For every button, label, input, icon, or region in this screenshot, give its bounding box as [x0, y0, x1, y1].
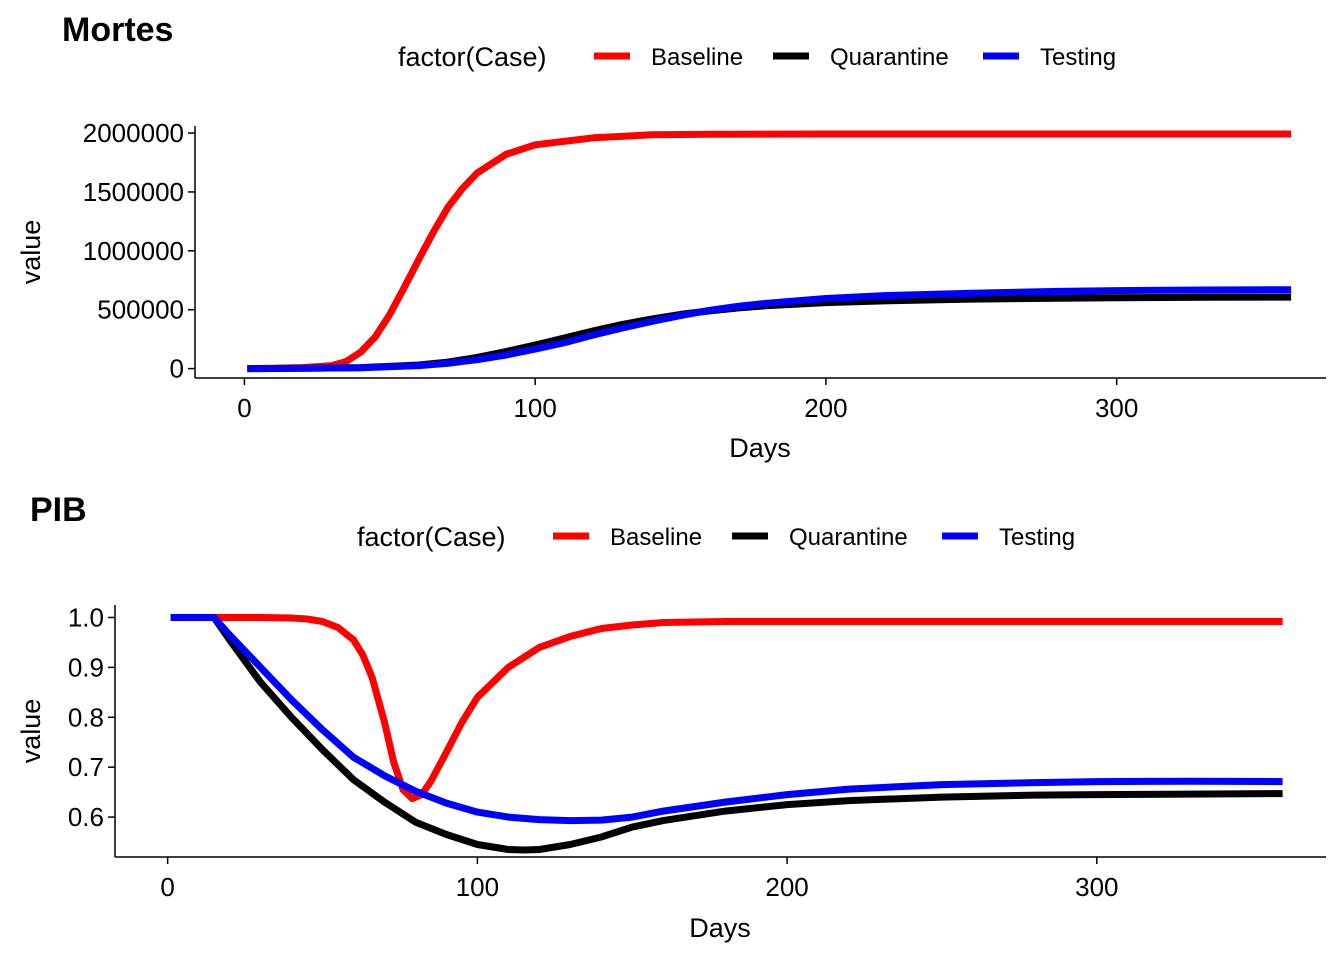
x-axis-label-pib: Days	[689, 913, 751, 943]
series-line-baseline-mortes	[247, 130, 1292, 373]
y-tick-label: 2000000	[83, 118, 184, 148]
y-axis-label-pib: value	[16, 699, 46, 764]
y-tick-label: 0.7	[68, 752, 104, 782]
x-axis-label-mortes: Days	[729, 433, 791, 463]
y-tick-label: 1500000	[83, 177, 184, 207]
legend-pib: factor(Case) Baseline Quarantine Testing	[357, 522, 1075, 552]
panel-mortes: Mortes factor(Case) Baseline Quarantine …	[16, 11, 1326, 463]
series-line-quarantine-pib	[170, 614, 1283, 854]
series-line-baseline-pib	[170, 614, 1283, 803]
y-tick-label: 0.6	[68, 802, 104, 832]
legend-title-pib: factor(Case)	[357, 522, 506, 552]
x-tick-label: 200	[765, 872, 808, 902]
y-tick-label: 500000	[97, 295, 184, 325]
chart-title-mortes: Mortes	[62, 11, 173, 49]
series-line-testing-pib	[170, 614, 1283, 825]
x-tick-label: 300	[1095, 393, 1138, 423]
x-tick-label: 100	[456, 872, 499, 902]
x-tick-label: 200	[804, 393, 847, 423]
chart-title-pib: PIB	[30, 491, 87, 529]
legend-label-baseline: Baseline	[610, 524, 702, 551]
y-axis-label-mortes: value	[16, 220, 46, 285]
ticks-pib: 0 100 200 300 0.6 0.7 0.8 0.9 1.0	[68, 602, 1119, 902]
series-mortes	[247, 130, 1292, 373]
legend-title-mortes: factor(Case)	[398, 42, 547, 72]
legend-label-baseline: Baseline	[651, 44, 743, 71]
y-tick-label: 1.0	[68, 602, 104, 632]
legend-label-quarantine: Quarantine	[830, 44, 949, 71]
y-tick-label: 1000000	[83, 236, 184, 266]
ticks-mortes: 0 100 200 300 0 500000 1000000 1500000 2000000	[83, 118, 1139, 423]
legend-mortes: factor(Case) Baseline Quarantine Testing	[398, 42, 1116, 72]
legend-label-testing: Testing	[999, 524, 1075, 551]
x-tick-label: 0	[160, 872, 174, 902]
y-tick-label: 0.8	[68, 702, 104, 732]
x-tick-label: 100	[513, 393, 556, 423]
y-tick-label: 0.9	[68, 652, 104, 682]
series-line-testing-mortes	[247, 286, 1292, 373]
y-tick-label: 0	[170, 354, 184, 384]
x-tick-label: 0	[237, 393, 251, 423]
x-tick-label: 300	[1075, 872, 1118, 902]
legend-label-testing: Testing	[1040, 44, 1116, 71]
series-pib	[170, 614, 1283, 854]
panel-pib: PIB factor(Case) Baseline Quarantine Tes…	[16, 491, 1326, 943]
legend-label-quarantine: Quarantine	[789, 524, 908, 551]
